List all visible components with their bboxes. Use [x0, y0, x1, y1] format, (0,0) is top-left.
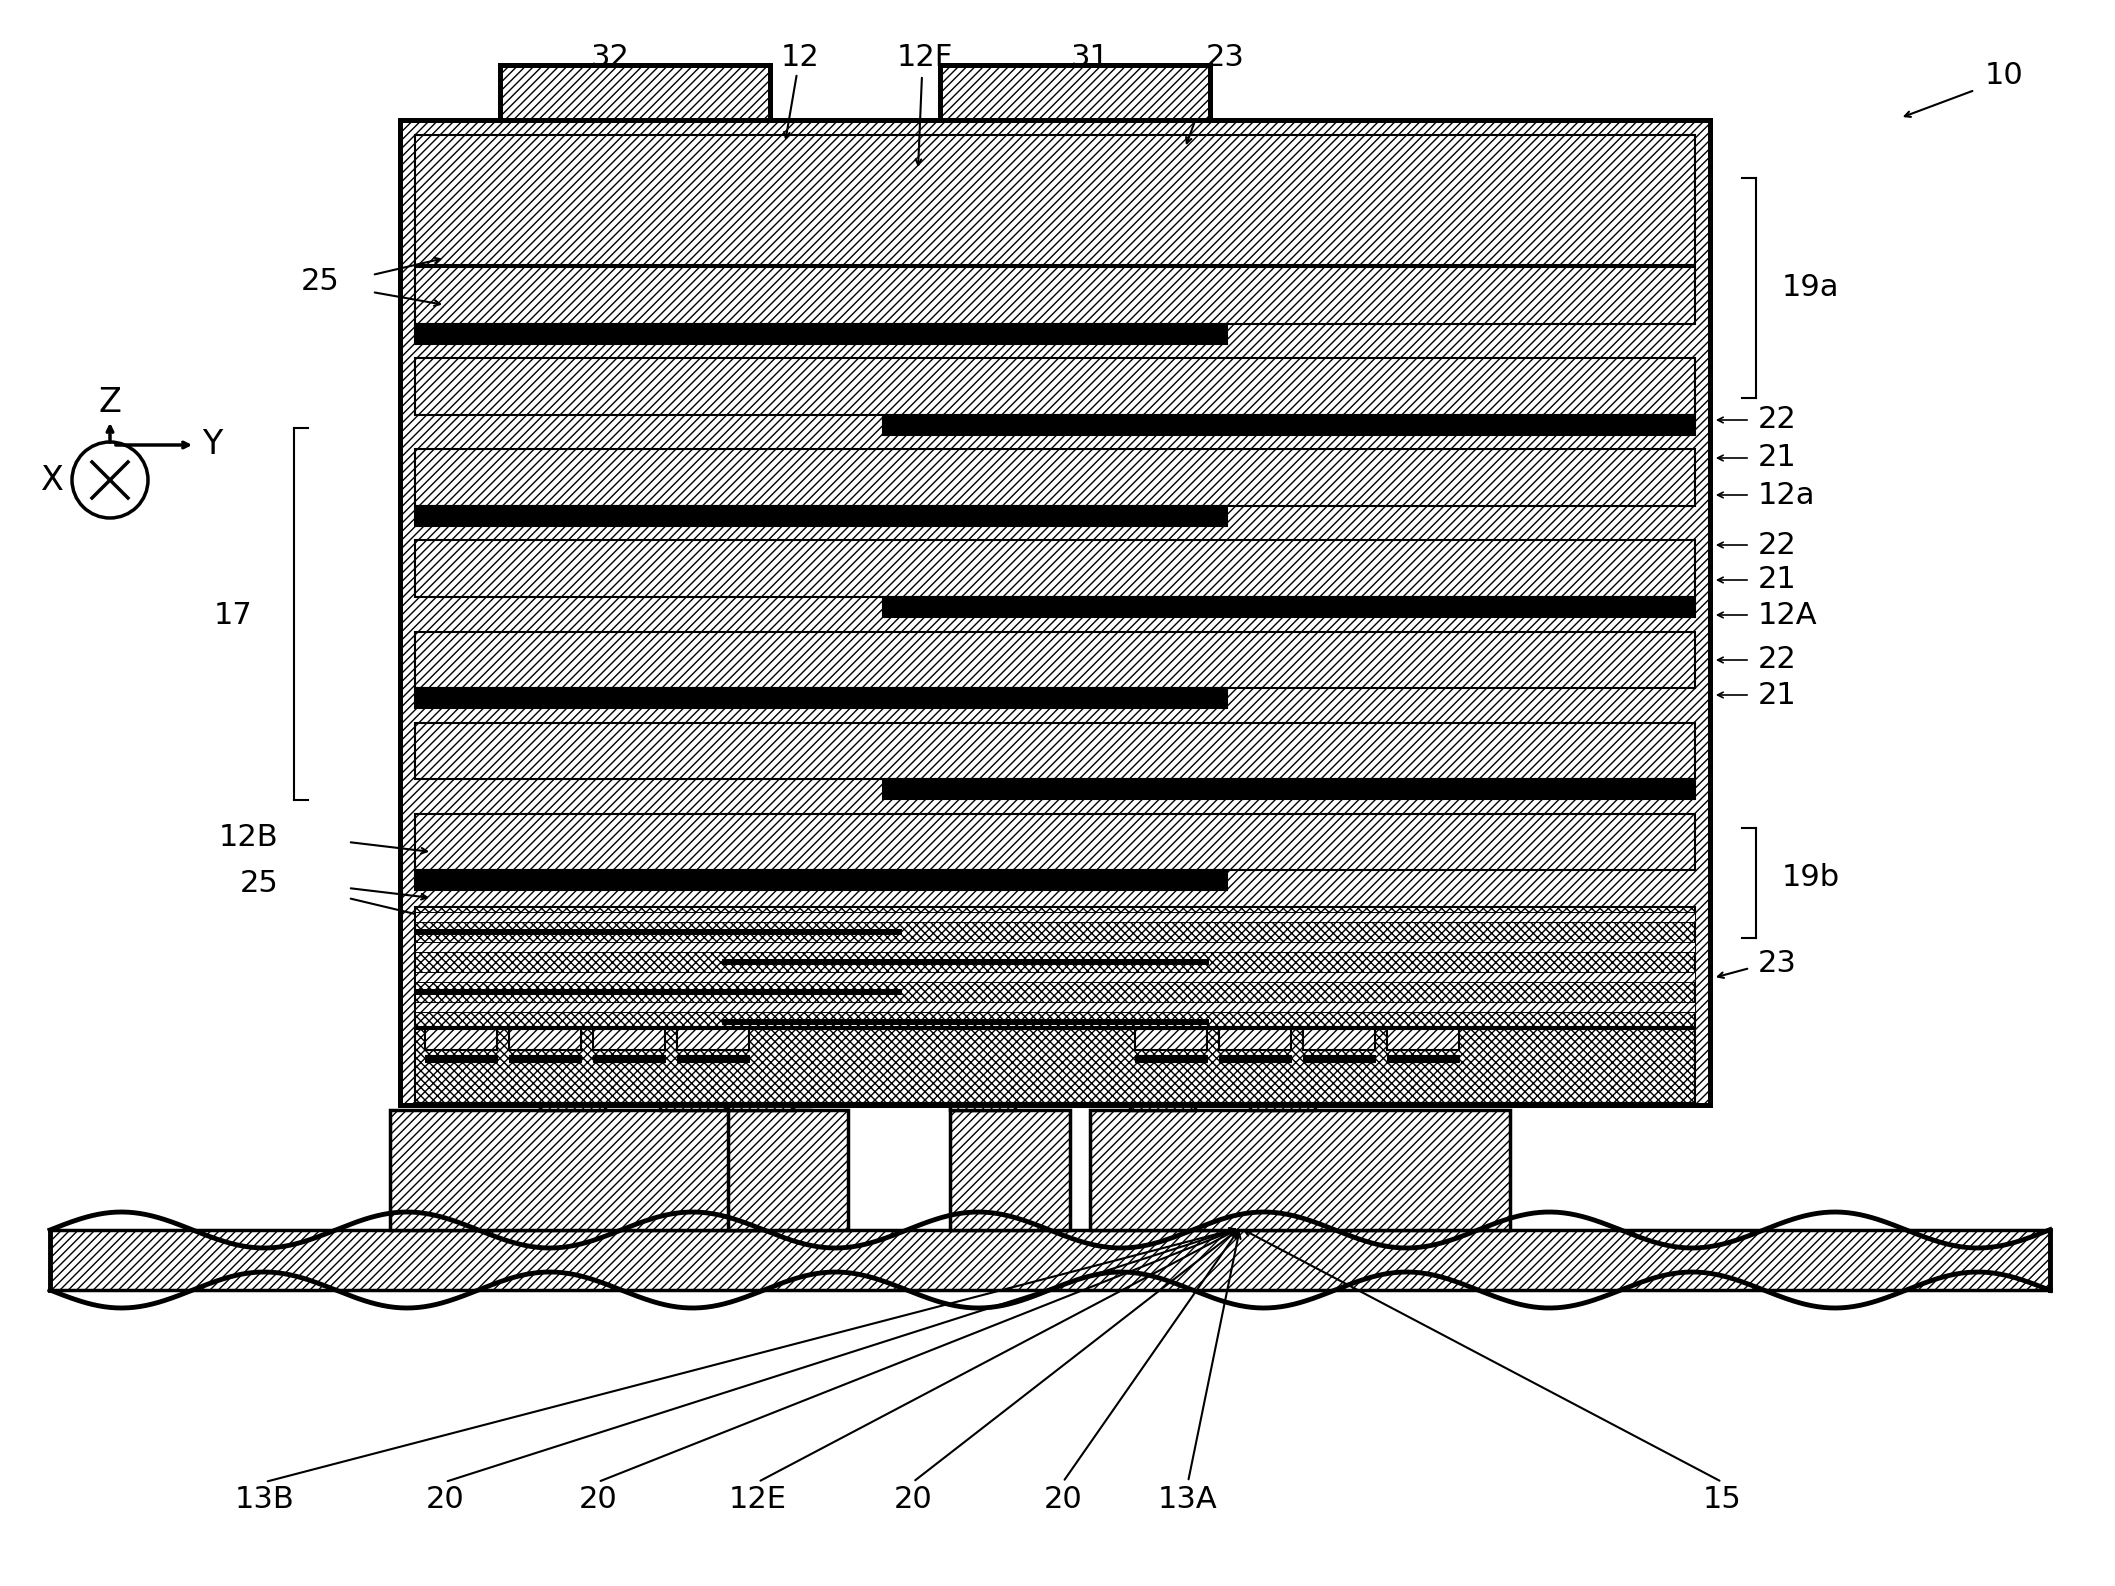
Text: X: X: [40, 463, 63, 496]
Bar: [415, 972, 1694, 982]
Bar: [415, 135, 1694, 265]
Bar: [950, 1110, 1070, 1231]
Bar: [415, 1001, 1694, 1012]
Text: 22: 22: [1758, 530, 1798, 560]
Bar: [415, 912, 1694, 921]
Bar: [400, 121, 1711, 1105]
Bar: [1129, 1105, 1195, 1110]
Bar: [415, 988, 901, 994]
Bar: [415, 324, 1227, 344]
Bar: [882, 779, 1694, 799]
Text: 15: 15: [1703, 1486, 1741, 1515]
Bar: [415, 814, 1694, 871]
Bar: [677, 1055, 749, 1063]
Bar: [510, 1055, 582, 1063]
Text: 21: 21: [1758, 680, 1798, 709]
Bar: [510, 1029, 582, 1050]
Text: 12A: 12A: [1758, 601, 1817, 630]
Bar: [721, 960, 1208, 964]
Bar: [415, 541, 1694, 596]
Text: 19a: 19a: [1783, 273, 1840, 303]
Text: 12a: 12a: [1758, 481, 1815, 509]
Bar: [499, 65, 770, 121]
Text: 12: 12: [780, 43, 819, 73]
Bar: [415, 723, 1694, 779]
Bar: [1250, 1105, 1316, 1110]
Text: 20: 20: [1043, 1486, 1083, 1515]
Text: 20: 20: [580, 1486, 618, 1515]
Text: 23: 23: [1206, 43, 1244, 73]
Bar: [950, 1105, 1015, 1110]
Bar: [882, 414, 1694, 435]
Bar: [415, 266, 1694, 324]
Text: 10: 10: [1986, 60, 2024, 89]
Bar: [51, 1231, 2049, 1289]
Text: 12E: 12E: [730, 1486, 787, 1515]
Bar: [592, 1055, 664, 1063]
Bar: [400, 121, 1711, 1105]
Bar: [728, 1105, 793, 1110]
Bar: [1387, 1029, 1459, 1050]
Bar: [1136, 1029, 1208, 1050]
Bar: [539, 1105, 605, 1110]
Bar: [1089, 1110, 1510, 1231]
Bar: [1387, 1055, 1459, 1063]
Text: 23: 23: [1758, 948, 1798, 977]
Text: 31: 31: [1070, 43, 1110, 73]
Bar: [415, 907, 1694, 1028]
Text: 12F: 12F: [897, 43, 954, 73]
Bar: [415, 631, 1694, 688]
Text: 32: 32: [590, 43, 630, 73]
Text: 13B: 13B: [235, 1486, 294, 1515]
Bar: [592, 1029, 664, 1050]
Text: Y: Y: [201, 428, 222, 462]
Text: 12B: 12B: [218, 823, 277, 853]
Bar: [415, 688, 1227, 707]
Bar: [425, 1029, 497, 1050]
Bar: [389, 1110, 810, 1231]
Text: 17: 17: [214, 601, 252, 630]
Bar: [1303, 1055, 1375, 1063]
Bar: [1218, 1029, 1290, 1050]
Bar: [425, 1055, 497, 1063]
Bar: [721, 1018, 1208, 1025]
Text: 22: 22: [1758, 646, 1798, 674]
Bar: [499, 65, 770, 121]
Text: 21: 21: [1758, 566, 1798, 595]
Text: 19b: 19b: [1783, 863, 1840, 893]
Bar: [939, 65, 1210, 121]
Text: 21: 21: [1758, 444, 1798, 473]
Bar: [882, 596, 1694, 617]
Text: 20: 20: [425, 1486, 465, 1515]
Text: 25: 25: [239, 869, 277, 898]
Bar: [415, 942, 1694, 952]
Bar: [728, 1110, 848, 1231]
Bar: [1136, 1055, 1208, 1063]
Bar: [415, 871, 1227, 890]
Bar: [415, 506, 1227, 527]
Text: Z: Z: [99, 385, 121, 419]
Text: 13A: 13A: [1159, 1486, 1218, 1515]
Text: 22: 22: [1758, 406, 1798, 435]
Text: 25: 25: [300, 268, 338, 297]
Bar: [1218, 1055, 1290, 1063]
Text: 20: 20: [895, 1486, 933, 1515]
Bar: [660, 1105, 725, 1110]
Bar: [677, 1029, 749, 1050]
Bar: [415, 1029, 1694, 1102]
Bar: [415, 929, 901, 934]
Bar: [415, 449, 1694, 506]
Bar: [1303, 1029, 1375, 1050]
Bar: [939, 65, 1210, 121]
Bar: [415, 358, 1694, 414]
